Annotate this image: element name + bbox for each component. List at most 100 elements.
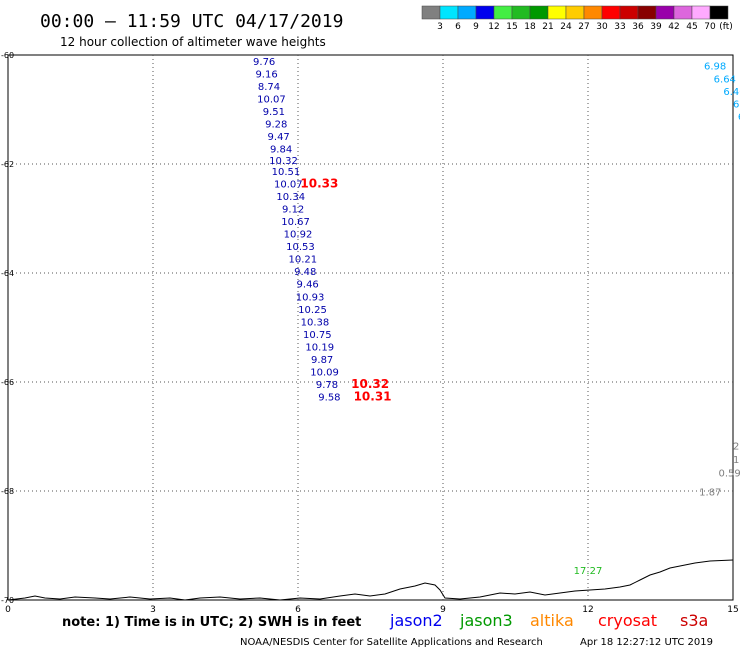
y-tick-label: -66 [1,378,14,387]
legend-label: 45 [686,22,697,32]
satellite-label-altika: altika [530,611,574,630]
legend-swatch [565,5,585,20]
wave-height-jason2: 9.28 [265,119,287,130]
satellite-label-s3a: s3a [680,611,708,630]
wave-height-cryosat: 10.32 [351,377,389,391]
legend-swatch [421,5,441,20]
satellite-legend: jason2 jason3 altika cryosat s3a [389,611,708,630]
wave-height-jason2: 9.48 [294,267,316,278]
wave-height-jason2: 10.09 [310,367,339,378]
coastline [7,559,734,601]
legend-unit: (ft) [719,22,733,32]
legend-label: 18 [524,22,536,32]
legend-swatch [601,5,621,20]
wave-height-jason2: 10.92 [284,230,313,241]
legend-label: 70 [704,22,716,32]
satellite-label-jason3: jason3 [459,611,513,630]
wave-height-grey: 1.87 [699,487,721,498]
wave-height-jason2: 10.19 [305,342,334,353]
legend-swatch [439,5,459,20]
wave-height-jason2: 10.07 [257,94,286,105]
wave-height-jason2: 10.67 [281,217,310,228]
wave-height-east-track: 6.98 [704,62,726,73]
wave-height-legend: 3 6 9 12 15 18 21 24 27 30 33 36 39 42 45 70 (ft) [421,5,733,32]
wave-height-jason2: 9.12 [282,205,304,216]
legend-swatch [655,5,675,20]
legend-swatch [709,5,729,20]
legend-label: 9 [473,22,479,32]
wave-height-jason2: 10.32 [269,156,298,167]
wave-height-jason2: 9.78 [316,380,338,391]
wave-height-jason2: 9.87 [311,355,333,366]
legend-swatch [457,5,477,20]
wave-height-east-track: 6.40 [723,87,740,98]
footer-timestamp: Apr 18 12:27:12 UTC 2019 [580,637,713,648]
legend-label: 39 [650,22,662,32]
wave-height-grey: 2 [733,442,739,453]
wave-height-jason2: 8.74 [258,82,280,93]
wave-height-jason2: 10.25 [298,305,327,316]
legend-label: 24 [560,22,572,32]
y-tick-label: -62 [1,160,14,169]
wave-height-cryosat: 10.31 [354,390,392,404]
wave-height-jason2: 9.47 [268,132,290,143]
wave-height-green: 17.27 [574,566,603,577]
wave-height-jason2: 10.38 [301,317,330,328]
wave-height-jason2: 9.76 [253,57,275,68]
wave-height-jason2: 9.84 [270,145,292,156]
wave-height-east-track: 6.4 [733,99,740,110]
wave-height-jason2: 10.34 [276,192,305,203]
wave-height-jason2: 10.93 [296,292,325,303]
legend-swatch [637,5,657,20]
satellite-label-cryosat: cryosat [598,611,657,630]
y-tick-label: -70 [1,596,14,605]
graticule [8,55,733,600]
legend-label: 6 [455,22,461,32]
legend-swatch [493,5,513,20]
wave-height-jason2: 9.46 [297,280,319,291]
y-tick-label: -60 [1,51,14,60]
y-tick-label: -68 [1,487,14,496]
legend-swatch [529,5,549,20]
legend-swatch [583,5,603,20]
legend-swatch [511,5,531,20]
wave-height-cryosat: 10.33 [300,176,338,190]
legend-swatch [673,5,693,20]
legend-label: 33 [614,22,625,32]
legend-label: 36 [632,22,644,32]
x-tick-label: 3 [150,605,156,615]
footer-credit: NOAA/NESDIS Center for Satellite Applica… [240,637,543,648]
plot-area: 0 3 6 9 12 15-60-62-64-66-68-70 9.769.168.741… [1,51,740,615]
x-tick-label: 0 [5,605,11,615]
legend-swatch [691,5,711,20]
wave-height-grey: 0.59 [719,468,740,479]
legend-label: 42 [668,22,679,32]
legend-label: 3 [437,22,443,32]
y-tick-label: -64 [1,269,14,278]
wave-height-jason2: 10.07 [274,179,303,190]
wave-height-jason2: 10.21 [289,255,318,266]
footer-note: note: 1) Time is in UTC; 2) SWH is in fe… [62,615,361,630]
x-tick-label: 6 [295,605,301,615]
plot-frame [7,54,734,601]
wave-height-jason2: 9.58 [318,393,340,404]
observations-layer: 9.769.168.7410.079.519.289.479.8410.3210… [253,57,740,577]
x-tick-label: 15 [727,605,738,615]
legend-swatch [475,5,495,20]
wave-height-east-track: 6 [738,112,740,123]
wave-height-jason2: 10.51 [272,167,301,178]
legend-label: 21 [542,22,553,32]
wave-height-jason2: 10.53 [286,242,315,253]
map-subtitle: 12 hour collection of altimeter wave hei… [60,35,326,49]
legend-label: 30 [596,22,608,32]
wave-height-east-track: 6.64 [714,74,736,85]
wave-height-jason2: 9.51 [263,107,285,118]
axis-labels: 0 3 6 9 12 15 -60 -62 -64 -66 -68 -70 [1,51,739,615]
wave-height-jason2: 9.16 [255,69,277,80]
legend-label: 12 [488,22,499,32]
legend-swatch [619,5,639,20]
satellite-label-jason2: jason2 [389,611,443,630]
legend-swatch [547,5,567,20]
legend-label: 27 [578,22,589,32]
